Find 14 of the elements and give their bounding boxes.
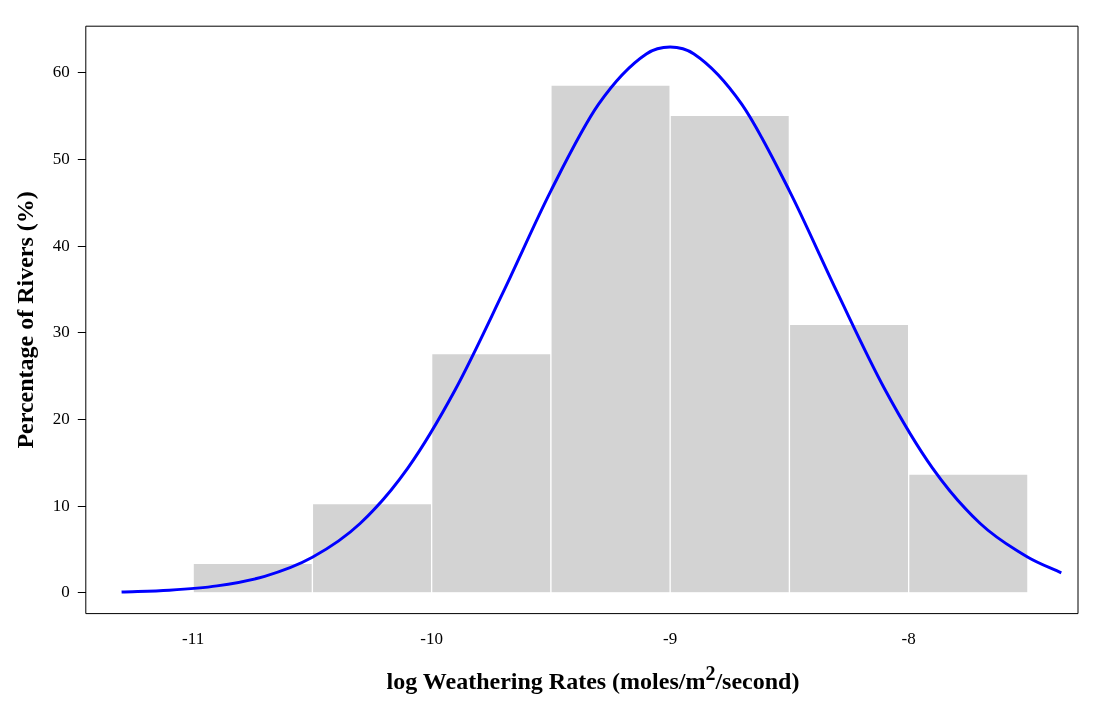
y-tick-label: 10 — [52, 495, 70, 515]
y-tick-label: 60 — [52, 62, 70, 82]
line-series — [120, 45, 1063, 594]
y-axis-title: Percentage of Rivers (%) — [11, 191, 38, 449]
y-tick-label: 40 — [52, 235, 70, 255]
x-axis-title: log Weathering Rates (moles/m$^{2}$/second) — [385, 662, 801, 695]
x-tick-label: -11 — [182, 629, 205, 649]
y-tick-label: 20 — [52, 409, 70, 428]
y-tick-label: 30 — [52, 322, 70, 342]
x-tick-label: -9 — [663, 629, 678, 649]
y-tick-label: 0 — [61, 582, 70, 602]
y-tick-label: 50 — [52, 149, 70, 169]
x-tick-label: -8 — [901, 629, 916, 649]
x-tick-label: -10 — [420, 629, 443, 649]
